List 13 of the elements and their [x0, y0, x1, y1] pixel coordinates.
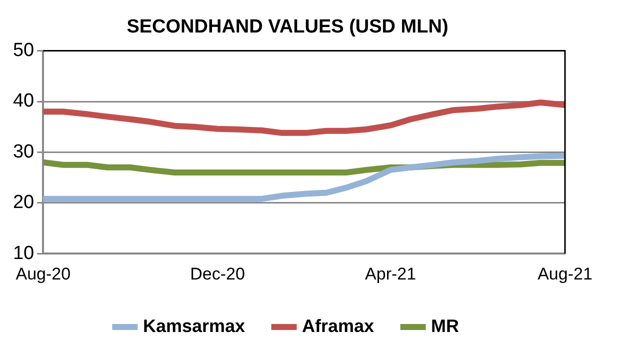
chart-title: SECONDHAND VALUES (USD MLN): [126, 16, 448, 38]
legend-label: Aframax: [302, 316, 374, 336]
y-tick-label: 40: [12, 90, 34, 112]
y-tick-label: 50: [12, 40, 34, 62]
y-tick-label: 10: [12, 242, 34, 264]
x-tick-label: Apr-21: [365, 264, 416, 284]
y-tick-label: 20: [12, 192, 34, 214]
legend-label: Kamsarmax: [142, 316, 246, 336]
x-tick-label: Aug-20: [16, 264, 71, 284]
y-tick-label: 30: [12, 141, 34, 162]
legend-label: MR: [431, 316, 460, 336]
x-tick-label: Dec-20: [190, 264, 245, 284]
x-tick-label: Aug-21: [538, 264, 592, 284]
